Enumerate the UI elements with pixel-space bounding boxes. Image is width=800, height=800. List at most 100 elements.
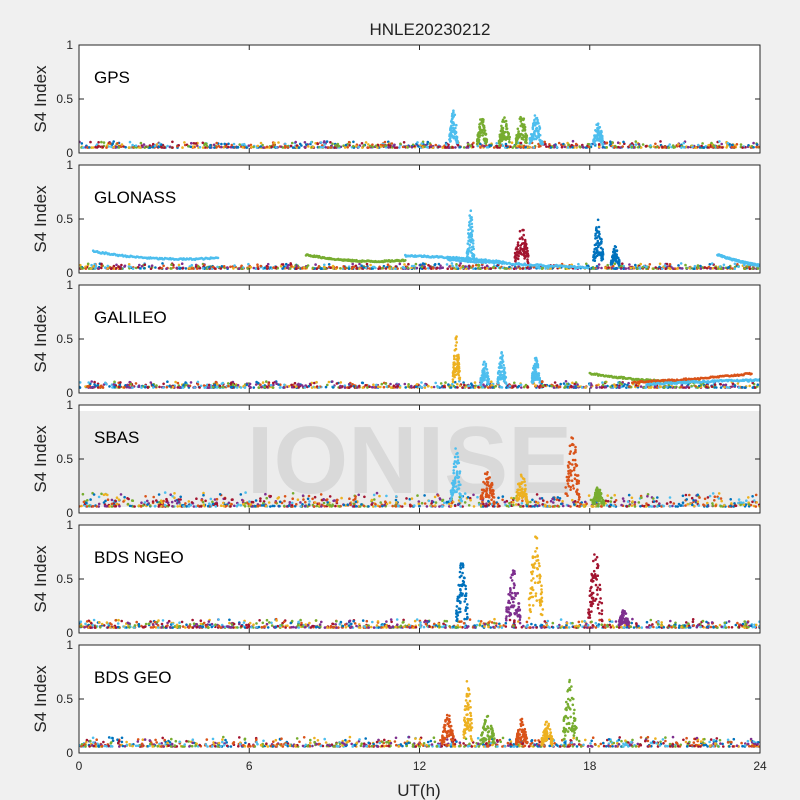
data-point [227,142,230,146]
data-point [212,385,215,389]
data-point [563,145,567,149]
data-point [202,491,205,495]
data-point [575,146,578,149]
data-point [597,383,600,387]
scatter-points [79,335,760,389]
data-point [502,131,506,135]
data-point [297,382,300,386]
data-point [513,256,517,259]
data-point [593,259,597,263]
data-point [576,383,579,386]
data-point [572,385,575,389]
data-point [718,265,722,268]
data-point [649,144,652,147]
data-point [452,122,456,126]
data-point [404,259,407,262]
data-point [453,380,457,384]
data-point [698,146,702,149]
data-point [615,145,618,149]
data-point [516,127,520,131]
data-point [597,235,601,238]
data-point [455,263,458,266]
data-point [162,382,165,386]
data-point [484,362,488,366]
data-point [248,382,252,386]
data-point [600,240,603,243]
data-point [658,265,661,269]
data-point [437,262,441,266]
data-point [126,502,130,506]
data-point [154,266,157,269]
data-point [174,380,177,384]
data-point [707,143,710,147]
data-point [576,500,580,504]
data-point [362,144,366,147]
data-point [123,264,127,268]
data-point [385,385,389,388]
data-point [89,140,92,144]
y-tick-label: 0.5 [56,92,73,106]
data-point [282,386,286,389]
data-point [566,141,569,145]
data-point [201,141,205,145]
data-point [287,263,291,267]
data-point [553,381,557,384]
data-point [527,267,531,270]
data-point [678,266,682,270]
data-point [476,138,479,142]
data-point [555,145,559,149]
data-point [522,233,525,237]
data-point [423,502,427,505]
data-point [452,384,456,388]
data-point [600,386,604,389]
data-point [371,143,374,146]
data-point [454,131,458,135]
data-point [239,386,243,389]
data-point [590,383,593,387]
data-point [471,242,475,245]
data-point [526,260,529,263]
data-point [194,142,198,145]
data-point [698,384,701,388]
data-point [600,238,603,241]
data-point [731,143,734,147]
data-point [204,385,207,389]
data-point [112,383,116,386]
data-point [596,249,599,252]
data-point [472,255,476,259]
data-point [596,218,600,222]
data-point [279,264,283,268]
data-point [123,386,126,389]
data-point [105,383,108,386]
data-point [577,262,580,266]
data-point [688,267,691,270]
data-point [544,142,547,146]
data-point [464,265,467,268]
data-point [454,363,457,366]
data-point [389,386,393,389]
data-point [137,384,141,388]
data-point [416,494,419,497]
data-point [302,498,305,501]
data-point [269,383,273,387]
data-point [405,497,408,500]
data-point [107,145,110,148]
data-point [520,247,524,251]
data-point [442,385,446,389]
data-point [620,264,623,268]
data-point [278,386,282,389]
data-point [647,386,651,389]
data-point [618,381,622,385]
data-point [152,386,155,389]
data-point [316,142,320,146]
data-point [673,145,677,149]
data-point [357,145,361,149]
y-tick-label: 1 [66,38,73,52]
data-point [207,383,211,387]
data-point [622,267,625,271]
data-point [403,266,406,270]
data-point [521,499,524,503]
data-point [395,383,398,386]
data-point [726,144,729,148]
data-point [523,257,526,260]
